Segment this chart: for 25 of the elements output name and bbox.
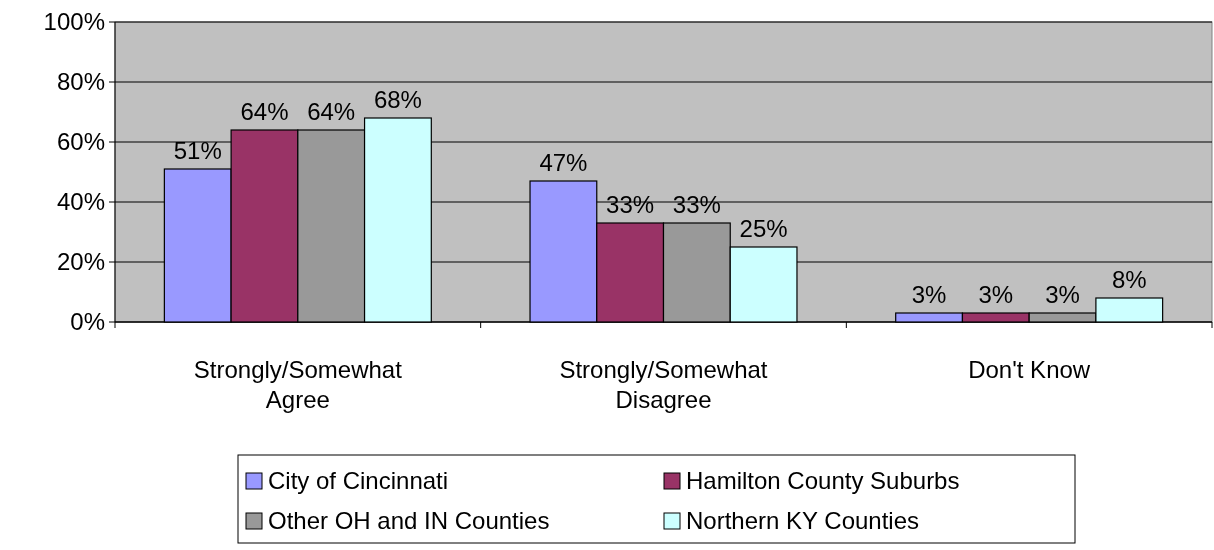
data-label: 3% [1045, 281, 1080, 308]
y-tick-label: 40% [56, 188, 105, 216]
legend-label: Northern KY Counties [686, 507, 920, 535]
data-label: 64% [240, 98, 289, 125]
data-label: 33% [672, 191, 721, 218]
data-label: 3% [911, 281, 947, 308]
y-tick-label: 80% [56, 68, 105, 96]
data-label: 25% [739, 215, 788, 242]
data-label: 33% [606, 191, 655, 218]
y-tick-label: 20% [56, 248, 105, 276]
y-tick-label: 60% [56, 128, 105, 156]
legend-label: City of Cincinnati [268, 467, 449, 495]
legend-label: Other OH and IN Counties [268, 507, 550, 535]
data-label: 47% [539, 149, 588, 176]
x-tick-label: Strongly/Somewhat Disagree [559, 356, 768, 413]
y-tick-label: 100% [43, 8, 105, 36]
data-label: 51% [173, 137, 222, 164]
data-label: 68% [373, 86, 422, 113]
data-label: 64% [307, 98, 356, 125]
x-tick-label: Strongly/Somewhat Agree [193, 356, 403, 413]
x-tick-label: Don't Know [968, 356, 1091, 383]
y-tick-label: 0% [70, 308, 105, 336]
data-label: 8% [1111, 266, 1147, 293]
data-label: 3% [978, 281, 1014, 308]
legend-label: Hamilton County Suburbs [686, 467, 960, 495]
